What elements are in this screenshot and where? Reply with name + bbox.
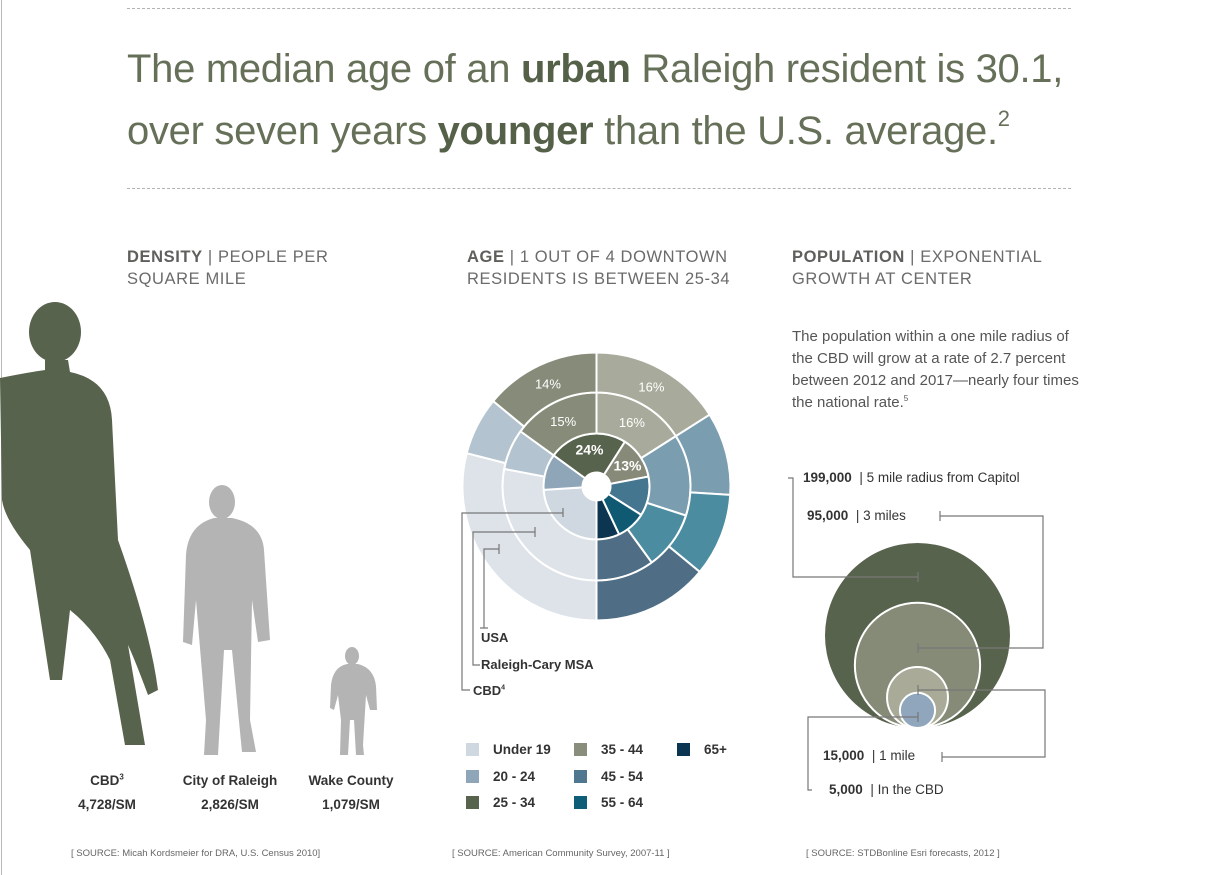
ring-label-usa: USA — [481, 630, 509, 645]
headline-text: over seven years — [127, 109, 438, 153]
donut-segment-cbd — [606, 475, 651, 517]
donut-data-label: 13% — [613, 457, 642, 473]
density-label-raleigh: City of Raleigh — [182, 773, 278, 788]
donut-segment-cbd — [595, 497, 621, 541]
density-source: [ SOURCE: Micah Kordsmeier for DRA, U.S.… — [71, 848, 321, 859]
population-label-5mi: 199,000 | 5 mile radius from Capitol — [803, 470, 1020, 485]
leader-line-usa — [480, 544, 500, 629]
density-label-cbd: CBD3 — [90, 772, 124, 788]
footnote: 2 — [997, 106, 1010, 131]
population-leader-lines — [788, 477, 1046, 791]
donut-segment-cbd — [542, 453, 587, 491]
donut-segment-raleigh-cary-msa — [626, 501, 688, 564]
legend-swatch — [466, 770, 479, 783]
population-subtitle: | EXPONENTIAL GROWTH AT CENTER — [792, 248, 1042, 288]
age-title: AGE — [467, 248, 505, 266]
legend-swatch — [466, 796, 479, 809]
donut-segment-cbd — [602, 440, 650, 486]
population-heading: POPULATION | EXPONENTIAL GROWTH AT CENTE… — [792, 246, 1092, 290]
legend-item: 35 - 44 — [574, 742, 643, 757]
age-source: [ SOURCE: American Community Survey, 200… — [452, 848, 670, 859]
legend-swatch — [677, 743, 690, 756]
population-circle — [853, 601, 982, 729]
person-icon-raleigh — [183, 485, 270, 755]
population-label-3mi: 95,000 | 3 miles — [807, 508, 906, 523]
population-source: [ SOURCE: STDBonline Esri forecasts, 201… — [806, 848, 1000, 859]
donut-segment-cbd — [542, 486, 598, 541]
person-icon-wake — [330, 647, 377, 755]
density-title: DENSITY — [127, 248, 203, 266]
divider-top — [127, 8, 1071, 9]
donut-segment-usa — [595, 351, 712, 438]
headline-text: The median age of an — [127, 47, 521, 91]
age-subtitle: | 1 OUT OF 4 DOWNTOWN RESIDENTS IS BETWE… — [467, 248, 731, 288]
donut-segment-raleigh-cary-msa — [519, 391, 598, 457]
legend-swatch — [574, 743, 587, 756]
population-paragraph: The population within a one mile radius … — [792, 328, 1079, 411]
legend-swatch — [574, 796, 587, 809]
density-label-wake: Wake County — [308, 773, 394, 788]
donut-segment-raleigh-cary-msa — [595, 391, 678, 460]
divider-bottom — [127, 188, 1071, 189]
legend-swatch — [574, 770, 587, 783]
donut-data-label: 16% — [619, 415, 645, 430]
density-value-raleigh: 2,826/SM — [201, 797, 259, 812]
donut-data-label: 14% — [535, 376, 561, 391]
donut-segment-usa — [465, 399, 526, 465]
donut-segment-usa — [595, 545, 702, 622]
legend-swatch — [466, 743, 479, 756]
density-value-cbd: 4,728/SM — [78, 797, 136, 812]
donut-segment-cbd — [552, 432, 627, 480]
legend-item: 25 - 34 — [466, 795, 535, 810]
donut-segment-usa — [491, 351, 598, 428]
donut-segment-usa — [461, 451, 598, 622]
population-label-1mi: 15,000 | 1 mile — [823, 748, 916, 763]
headline: The median age of an urban Raleigh resid… — [127, 38, 1207, 162]
donut-segment-raleigh-cary-msa — [502, 429, 556, 478]
donut-segment-raleigh-cary-msa — [639, 434, 692, 517]
population-circle — [825, 543, 1010, 728]
population-label-cbd: 5,000 | In the CBD — [829, 782, 944, 797]
density-heading: DENSITY | PEOPLE PER SQUARE MILE — [127, 246, 377, 290]
population-title: POPULATION — [792, 248, 905, 266]
legend-item: Under 19 — [466, 742, 551, 757]
donut-segment-usa — [674, 413, 732, 496]
ring-label-msa: Raleigh-Cary MSA — [481, 657, 594, 672]
headline-text: Raleigh resident is 30.1, — [630, 47, 1064, 91]
age-heading: AGE | 1 OUT OF 4 DOWNTOWN RESIDENTS IS B… — [467, 246, 742, 290]
density-subtitle: | PEOPLE PER SQUARE MILE — [127, 248, 329, 288]
density-value-wake: 1,079/SM — [322, 797, 380, 812]
donut-data-label: 16% — [638, 380, 664, 395]
legend-item: 20 - 24 — [466, 769, 535, 784]
headline-bold: younger — [437, 109, 594, 153]
donut-data-label: 24% — [575, 442, 604, 458]
donut-segment-raleigh-cary-msa — [595, 527, 654, 582]
donut-segment-raleigh-cary-msa — [501, 467, 598, 582]
person-icon-cbd — [0, 302, 158, 745]
population-circle — [898, 691, 937, 730]
population-circle — [886, 666, 949, 729]
headline-text: than the U.S. average. — [593, 109, 998, 153]
donut-segment-cbd — [601, 492, 643, 536]
legend-item: 55 - 64 — [574, 795, 643, 810]
density-silhouettes — [0, 302, 377, 755]
donut-segment-usa — [667, 491, 732, 574]
legend-item: 65+ — [677, 742, 727, 757]
donut-data-label: 15% — [550, 414, 576, 429]
headline-bold: urban — [520, 47, 631, 91]
legend-item: 45 - 54 — [574, 769, 643, 784]
ring-label-cbd: CBD4 — [473, 683, 506, 698]
